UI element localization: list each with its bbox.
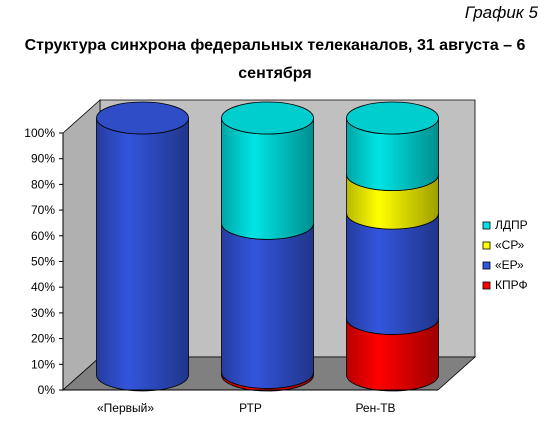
y-tick-label: 60%: [31, 229, 55, 243]
legend-item: «ЕР»: [482, 258, 524, 272]
y-tick-label: 40%: [31, 280, 55, 294]
y-tick-label: 70%: [31, 203, 55, 217]
legend-item: КПРФ: [482, 278, 528, 292]
chart-bars: [96, 101, 439, 392]
y-tick-label: 50%: [31, 255, 55, 269]
side-wall: [62, 99, 101, 391]
legend-item: «СР»: [482, 238, 525, 252]
bar-top: [221, 101, 314, 135]
legend-label: ЛДПР: [495, 218, 528, 232]
legend-item: ЛДПР: [482, 218, 528, 232]
legend-swatch: [482, 261, 491, 270]
figure-caption: График 5: [464, 3, 538, 22]
x-tick-label: «Первый»: [97, 401, 154, 415]
bar-segment: [221, 223, 314, 389]
y-tick-label: 0%: [38, 383, 56, 397]
y-tick-label: 100%: [24, 126, 55, 140]
y-tick-label: 90%: [31, 152, 55, 166]
y-tick-label: 10%: [31, 357, 55, 371]
x-axis: «Первый» РТР Рен-ТВ: [63, 389, 438, 415]
legend-swatch: [482, 221, 491, 230]
legend-swatch: [482, 281, 491, 290]
y-tick-label: 30%: [31, 306, 55, 320]
bar-stack: [346, 101, 439, 392]
bar-segment: [221, 117, 314, 240]
legend-label: «СР»: [495, 238, 525, 252]
bar-top: [96, 101, 189, 135]
bar-segment: [96, 117, 189, 392]
y-axis: 0% 10% 20% 30% 40% 50% 60% 70% 80% 90% 100%: [24, 126, 64, 397]
bar-top: [346, 101, 439, 135]
y-tick-label: 20%: [31, 332, 55, 346]
bar-stack: [96, 101, 189, 392]
x-tick-label: Рен-ТВ: [355, 401, 395, 415]
legend-label: КПРФ: [495, 278, 528, 292]
chart-title: Структура синхрона федеральных телеканал…: [24, 37, 526, 82]
legend-swatch: [482, 241, 491, 250]
bar-segment: [346, 213, 439, 335]
y-tick-label: 80%: [31, 177, 55, 191]
legend: ЛДПР «СР» «ЕР» КПРФ: [482, 218, 528, 292]
bar-stack: [221, 101, 314, 392]
legend-label: «ЕР»: [495, 258, 524, 272]
x-tick-label: РТР: [239, 401, 262, 415]
